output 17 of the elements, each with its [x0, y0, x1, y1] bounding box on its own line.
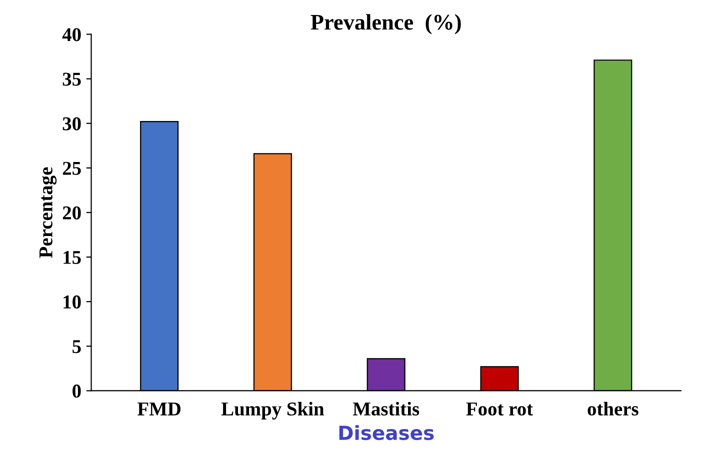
- y-tick-label: 40: [62, 28, 81, 42]
- x-tick-label: Foot rot: [466, 402, 533, 416]
- y-tick-label: 0: [72, 384, 81, 398]
- y-tick-label: 30: [62, 117, 81, 130]
- y-tick-label: 15: [64, 250, 81, 264]
- y-tick-label: 20: [62, 206, 81, 220]
- y-tick-label: 10: [64, 295, 81, 309]
- x-tick-label: Mastitis: [352, 402, 420, 416]
- y-axis-title: Percentage: [40, 167, 57, 258]
- x-tick-label: Lumpy Skin: [221, 402, 324, 420]
- chart-title: Prevalence (%): [310, 14, 461, 34]
- x-tick-label: FMD: [137, 402, 180, 416]
- y-tick-label: 35: [62, 72, 81, 86]
- x-axis-title: Diseases: [339, 425, 434, 440]
- y-tick-label: 25: [62, 162, 81, 175]
- x-tick-label: others: [588, 402, 638, 416]
- y-tick-label: 5: [72, 340, 81, 354]
